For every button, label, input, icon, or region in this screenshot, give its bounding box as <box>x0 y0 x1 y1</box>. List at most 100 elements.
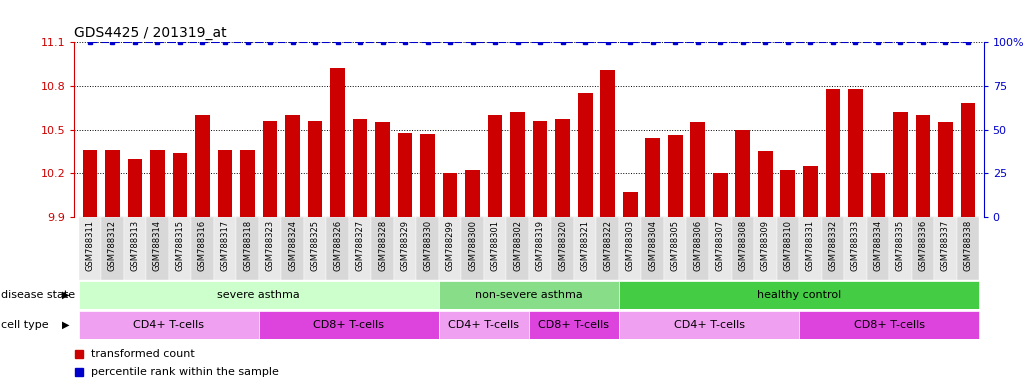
Text: GSM788315: GSM788315 <box>175 220 184 271</box>
Bar <box>78 311 259 339</box>
Bar <box>443 173 457 217</box>
Bar <box>484 217 507 280</box>
Bar <box>78 217 101 280</box>
Text: CD8+ T-cells: CD8+ T-cells <box>539 319 610 330</box>
Bar <box>551 217 574 280</box>
Bar <box>195 115 210 217</box>
Bar <box>709 217 731 280</box>
Bar <box>529 311 619 339</box>
Bar <box>731 217 754 280</box>
Bar <box>758 151 772 217</box>
Bar <box>574 217 596 280</box>
Text: GSM788328: GSM788328 <box>378 220 387 271</box>
Bar <box>555 119 570 217</box>
Bar <box>664 217 686 280</box>
Bar <box>822 217 844 280</box>
Bar <box>285 115 300 217</box>
Text: GSM788314: GSM788314 <box>152 220 162 271</box>
Bar <box>754 217 777 280</box>
Text: GSM788320: GSM788320 <box>558 220 568 271</box>
Text: cell type: cell type <box>1 319 48 330</box>
Text: GSM788335: GSM788335 <box>896 220 905 271</box>
Text: CD4+ T-cells: CD4+ T-cells <box>448 319 519 330</box>
Text: GSM788303: GSM788303 <box>625 220 634 271</box>
Text: GSM788330: GSM788330 <box>423 220 433 271</box>
Bar <box>938 122 953 217</box>
Bar <box>281 217 304 280</box>
Text: transformed count: transformed count <box>91 349 195 359</box>
Text: GSM788310: GSM788310 <box>783 220 792 271</box>
Text: GSM788312: GSM788312 <box>108 220 117 271</box>
Bar <box>866 217 889 280</box>
Text: GSM788307: GSM788307 <box>716 220 725 271</box>
Bar <box>781 170 795 217</box>
Bar <box>916 115 930 217</box>
Text: GDS4425 / 201319_at: GDS4425 / 201319_at <box>74 26 227 40</box>
Bar <box>331 68 345 217</box>
Bar <box>507 217 528 280</box>
Text: CD8+ T-cells: CD8+ T-cells <box>313 319 384 330</box>
Bar <box>642 217 664 280</box>
Text: GSM788324: GSM788324 <box>288 220 297 271</box>
Bar <box>912 217 934 280</box>
Bar <box>82 150 97 217</box>
Bar <box>893 112 907 217</box>
Text: healthy control: healthy control <box>757 290 842 300</box>
Bar <box>146 217 169 280</box>
Text: GSM788316: GSM788316 <box>198 220 207 271</box>
Bar <box>327 217 349 280</box>
Bar <box>259 217 281 280</box>
Text: GSM788338: GSM788338 <box>963 220 972 271</box>
Text: non-severe asthma: non-severe asthma <box>475 290 583 300</box>
Bar <box>398 132 412 217</box>
Text: GSM788313: GSM788313 <box>131 220 139 271</box>
Bar <box>735 130 750 217</box>
Text: GSM788323: GSM788323 <box>266 220 275 271</box>
Bar <box>192 217 214 280</box>
Text: GSM788302: GSM788302 <box>513 220 522 271</box>
Bar <box>352 119 368 217</box>
Bar <box>304 217 327 280</box>
Text: GSM788319: GSM788319 <box>536 220 545 271</box>
Bar <box>466 170 480 217</box>
Text: CD4+ T-cells: CD4+ T-cells <box>133 319 204 330</box>
Bar <box>259 311 439 339</box>
Bar <box>101 217 124 280</box>
Bar <box>105 150 119 217</box>
Text: GSM788301: GSM788301 <box>490 220 500 271</box>
Text: CD8+ T-cells: CD8+ T-cells <box>854 319 925 330</box>
Bar <box>889 217 912 280</box>
Bar <box>214 217 236 280</box>
Bar <box>957 217 980 280</box>
Text: GSM788332: GSM788332 <box>828 220 837 271</box>
Text: GSM788309: GSM788309 <box>761 220 769 271</box>
Bar <box>646 138 660 217</box>
Bar <box>375 122 390 217</box>
Bar <box>600 70 615 217</box>
Text: GSM788321: GSM788321 <box>581 220 590 271</box>
Bar <box>619 311 799 339</box>
Text: GSM788329: GSM788329 <box>401 220 410 271</box>
Bar <box>686 217 709 280</box>
Bar <box>667 136 683 217</box>
Text: GSM788333: GSM788333 <box>851 220 860 271</box>
Text: GSM788337: GSM788337 <box>940 220 950 271</box>
Bar <box>844 217 866 280</box>
Bar <box>236 217 259 280</box>
Bar <box>461 217 484 280</box>
Bar <box>263 121 277 217</box>
Bar <box>596 217 619 280</box>
Bar <box>803 166 818 217</box>
Bar <box>799 217 822 280</box>
Bar <box>934 217 957 280</box>
Bar <box>510 112 525 217</box>
Text: ▶: ▶ <box>62 290 69 300</box>
Text: GSM788317: GSM788317 <box>220 220 230 271</box>
Text: ▶: ▶ <box>62 319 69 330</box>
Bar <box>713 173 727 217</box>
Text: GSM788331: GSM788331 <box>805 220 815 271</box>
Bar <box>150 150 165 217</box>
Bar <box>870 173 885 217</box>
Bar <box>578 93 592 217</box>
Bar <box>240 150 254 217</box>
